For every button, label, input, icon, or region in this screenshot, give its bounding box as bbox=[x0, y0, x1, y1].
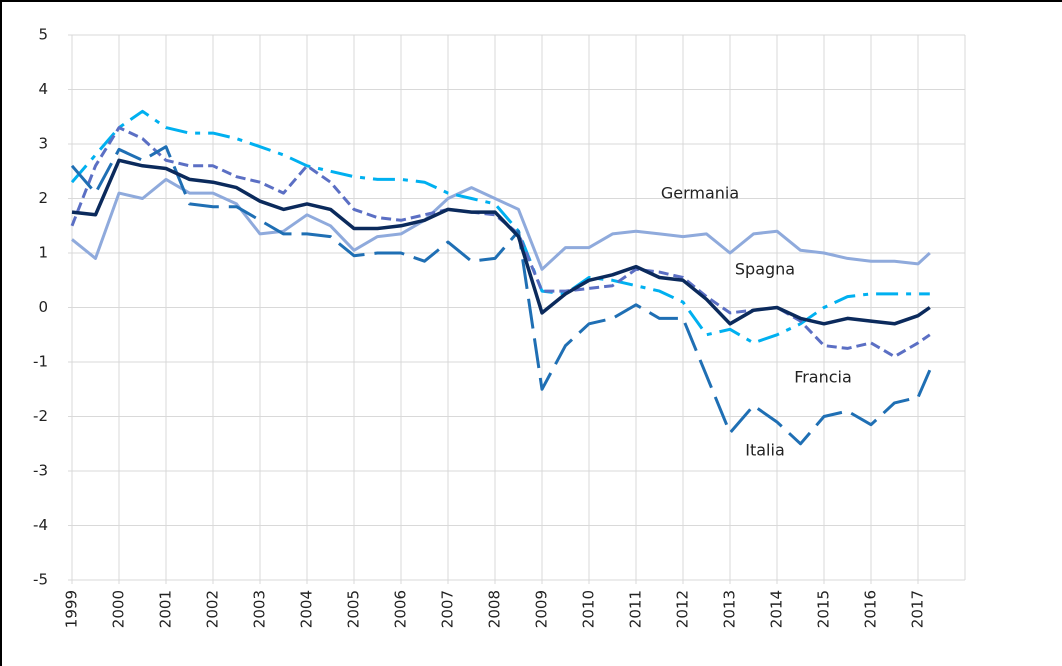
series-line bbox=[71, 177, 931, 271]
y-tick-label: 2 bbox=[38, 189, 48, 207]
x-tick-label: 2001 bbox=[157, 590, 175, 628]
x-tick-label: 2015 bbox=[815, 590, 833, 628]
series-label: Italia bbox=[745, 441, 785, 460]
x-tick-label: 1999 bbox=[63, 590, 81, 628]
y-tick-label: 1 bbox=[38, 244, 48, 262]
x-tick-label: 2002 bbox=[204, 590, 222, 628]
series-label: Spagna bbox=[735, 260, 795, 279]
x-tick-label: 2007 bbox=[439, 590, 457, 628]
x-tick-label: 2003 bbox=[251, 590, 269, 628]
x-tick-label: 2000 bbox=[110, 590, 128, 628]
x-tick-label: 2013 bbox=[721, 590, 739, 628]
series-line bbox=[71, 158, 931, 326]
x-tick-label: 2012 bbox=[674, 590, 692, 628]
y-tick-label: 5 bbox=[38, 26, 48, 44]
x-tick-label: 2005 bbox=[345, 590, 363, 628]
y-tick-label: 4 bbox=[38, 80, 48, 98]
y-tick-label: -1 bbox=[33, 353, 48, 371]
x-tick-label: 2004 bbox=[298, 590, 316, 628]
y-tick-label: -2 bbox=[33, 407, 48, 425]
y-tick-label: 0 bbox=[38, 298, 48, 316]
x-tick-label: 2011 bbox=[627, 590, 645, 628]
y-tick-label: -5 bbox=[33, 571, 48, 589]
x-tick-label: 2014 bbox=[768, 590, 786, 628]
series-label: Francia bbox=[794, 368, 852, 387]
x-tick-label: 2016 bbox=[862, 590, 880, 628]
series-label: Germania bbox=[661, 184, 739, 203]
x-tick-label: 2009 bbox=[533, 590, 551, 628]
series-line bbox=[70, 145, 932, 446]
x-tick-label: 2017 bbox=[909, 590, 927, 628]
x-tick-label: 2010 bbox=[580, 590, 598, 628]
series-line bbox=[70, 126, 931, 359]
x-tick-label: 2008 bbox=[486, 590, 504, 628]
y-tick-label: 3 bbox=[38, 135, 48, 153]
x-tick-label: 2006 bbox=[392, 590, 410, 628]
y-tick-label: -4 bbox=[33, 516, 48, 534]
series-line bbox=[70, 109, 930, 345]
y-tick-label: -3 bbox=[33, 462, 48, 480]
